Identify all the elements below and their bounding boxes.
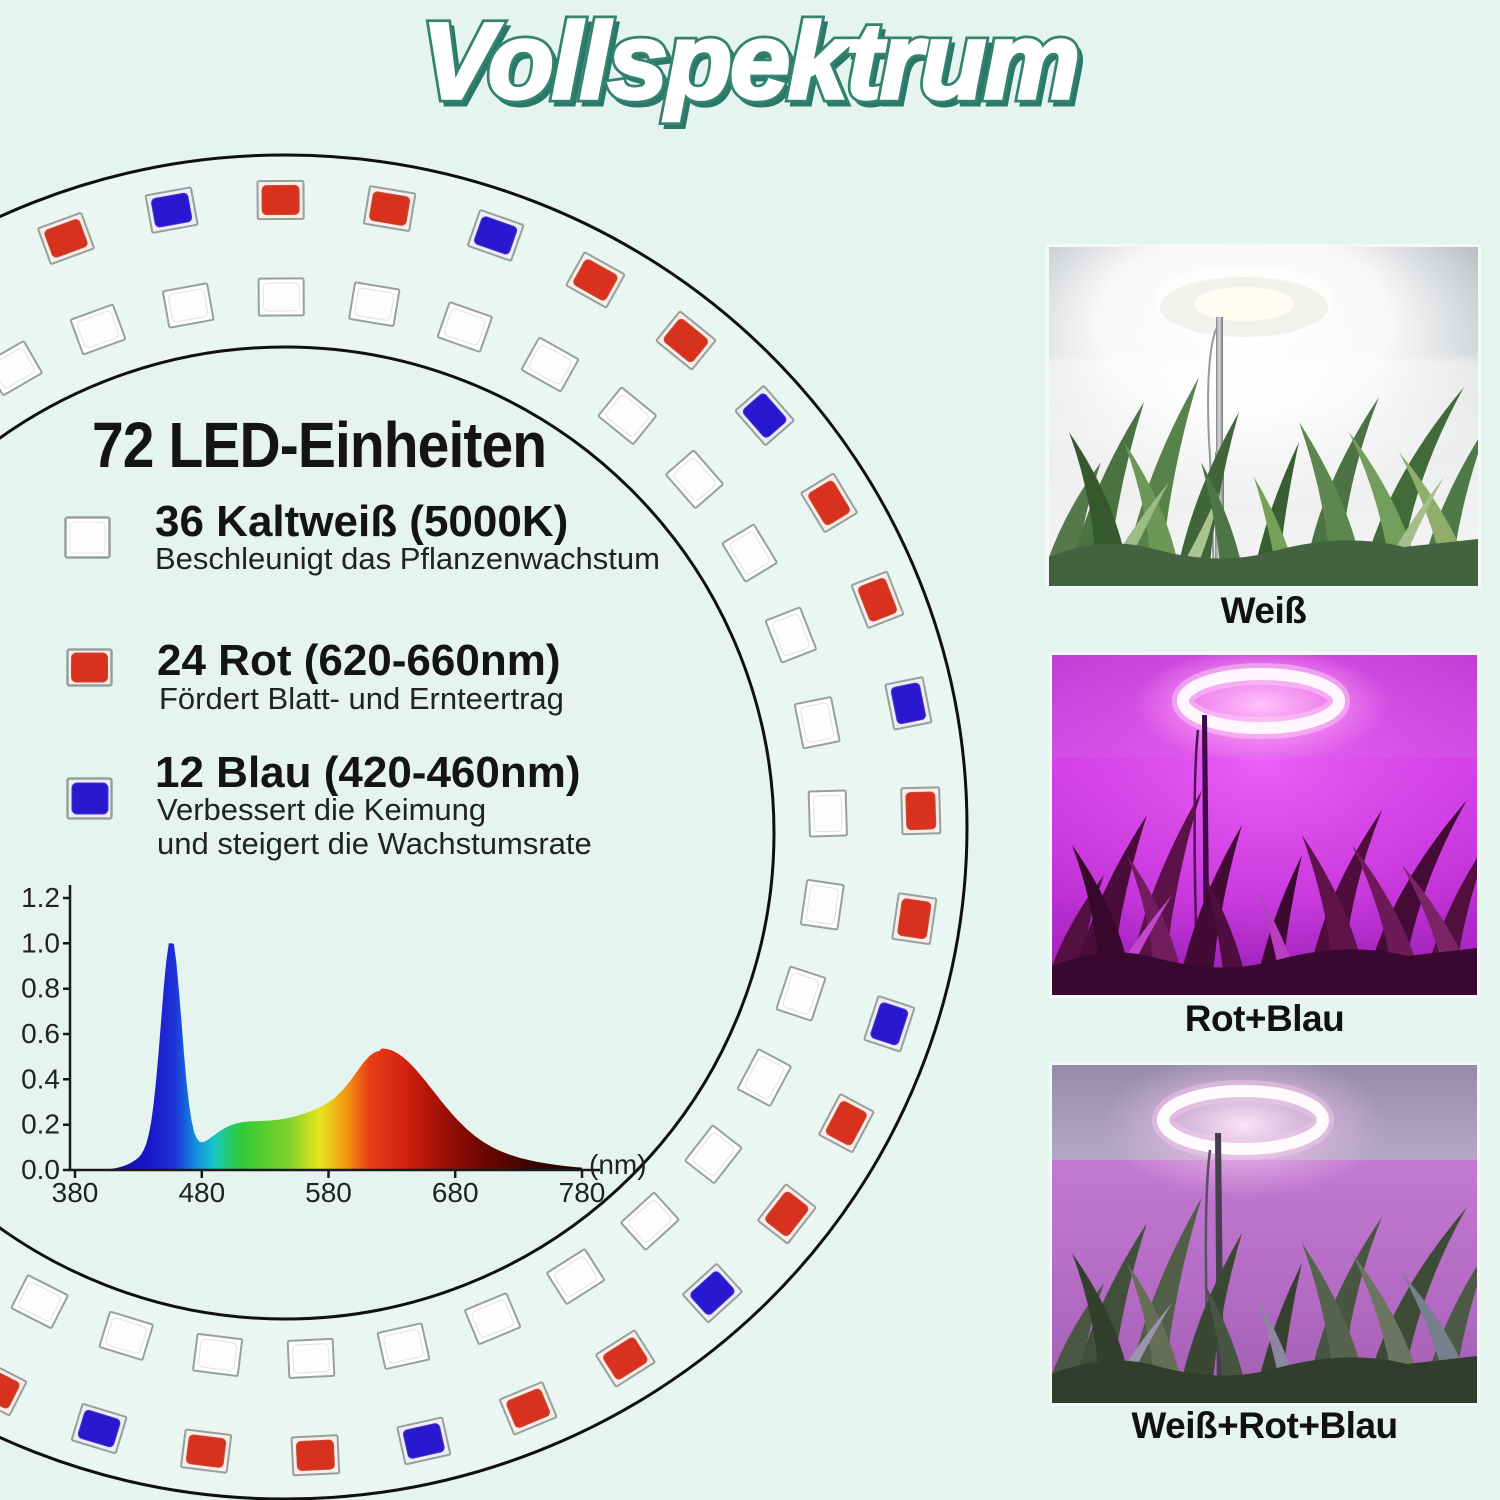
svg-text:Vollspektrum: Vollspektrum xyxy=(422,0,1078,121)
svg-text:(nm): (nm) xyxy=(589,1149,647,1180)
svg-text:0.4: 0.4 xyxy=(21,1063,60,1094)
svg-text:0.0: 0.0 xyxy=(21,1154,60,1185)
svg-text:1.2: 1.2 xyxy=(21,882,60,913)
svg-text:Vollspektrum: Vollspektrum xyxy=(426,5,1082,126)
svg-text:380: 380 xyxy=(52,1177,99,1208)
svg-text:580: 580 xyxy=(305,1177,352,1208)
svg-text:0.2: 0.2 xyxy=(21,1109,60,1140)
svg-text:Vollspektrum: Vollspektrum xyxy=(422,0,1078,121)
svg-text:480: 480 xyxy=(178,1177,225,1208)
svg-text:680: 680 xyxy=(432,1177,479,1208)
svg-text:1.0: 1.0 xyxy=(21,927,60,958)
svg-text:0.6: 0.6 xyxy=(21,1018,60,1049)
svg-text:0.8: 0.8 xyxy=(21,973,60,1004)
svg-text:780: 780 xyxy=(559,1177,606,1208)
